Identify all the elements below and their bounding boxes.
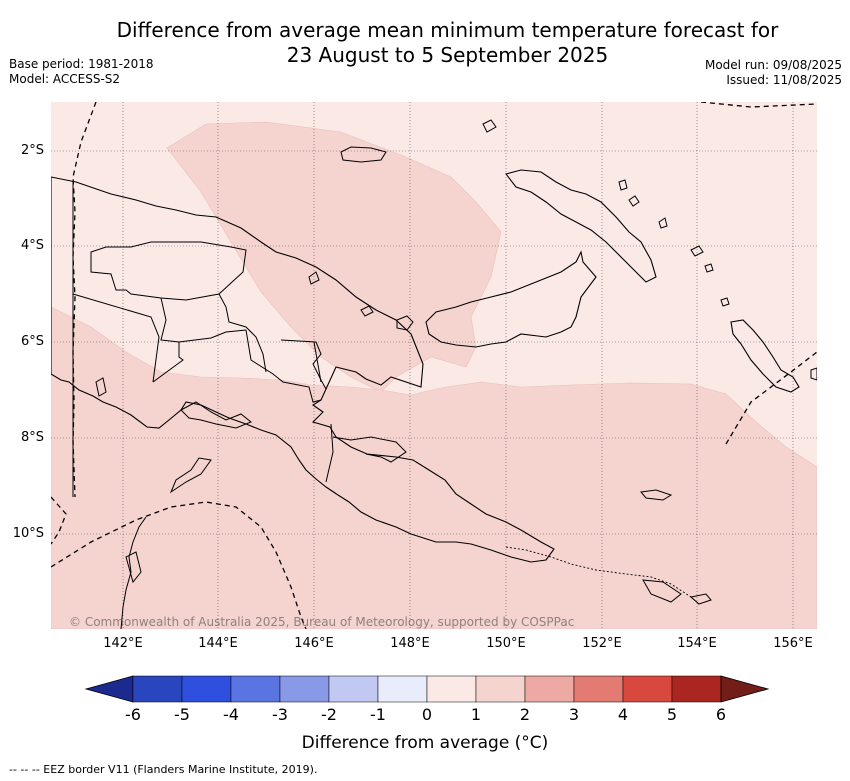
- lat-label-10s: 10°S: [12, 526, 44, 541]
- manus-island-coastline: [340, 146, 387, 163]
- colorbar-tick-label: 5: [666, 705, 678, 724]
- map-title: Difference from average mean minimum tem…: [60, 18, 835, 68]
- colorbar: [84, 675, 770, 703]
- meta-left: Base period: 1981-2018 Model: ACCESS-S2: [9, 57, 154, 87]
- colorbar-arrow-low: [84, 675, 134, 703]
- colorbar-title: Difference from average (°C): [301, 733, 549, 753]
- colorbar-tick-label: -3: [272, 705, 288, 724]
- bougainville-coastline: [730, 319, 800, 393]
- map-svg: [51, 102, 817, 629]
- lat-label-6s: 6°S: [20, 334, 44, 349]
- colorbar-tick-label: -4: [223, 705, 239, 724]
- lat-label-4s: 4°S: [20, 238, 44, 253]
- colorbar-tick-label: 6: [715, 705, 727, 724]
- anomaly-region-1-2-south: [51, 306, 817, 629]
- louisiade-archipelago-coastline: [505, 546, 692, 598]
- colorbar-segment: [132, 675, 183, 703]
- model-run: Model run: 09/08/2025: [704, 58, 842, 72]
- colorbar-tick-label: 0: [421, 705, 433, 724]
- colorbar-segment: [573, 675, 624, 703]
- colorbar-tick-label: 1: [470, 705, 482, 724]
- colorbar-segment: [181, 675, 232, 703]
- province-borders: [72, 182, 407, 497]
- lat-label-8s: 8°S: [20, 430, 44, 445]
- new-guinea-coastline: [51, 176, 555, 563]
- eez-borders: [51, 102, 817, 629]
- lon-label-144e: 144°E: [198, 636, 238, 651]
- colorbar-segment: [328, 675, 379, 703]
- new-britain-coastline: [425, 250, 597, 348]
- cape-york-coastline: [120, 516, 147, 629]
- model-name: Model: ACCESS-S2: [9, 72, 121, 86]
- title-line-1: Difference from average mean minimum tem…: [116, 18, 779, 42]
- anomaly-region-1-2-north: [166, 121, 502, 393]
- colorbar-tick-label: 4: [617, 705, 629, 724]
- issued-date: Issued: 11/08/2025: [726, 73, 842, 87]
- colorbar-segment: [524, 675, 575, 703]
- map-panel: [51, 102, 817, 629]
- colorbar-arrow-high: [720, 675, 770, 703]
- colorbar-tick-label: -5: [174, 705, 190, 724]
- colorbar-segment: [426, 675, 477, 703]
- colorbar-segment: [377, 675, 428, 703]
- colorbar-tick-label: -6: [125, 705, 141, 724]
- lon-label-148e: 148°E: [390, 636, 430, 651]
- colorbar-segment: [230, 675, 281, 703]
- colorbar-segment: [622, 675, 673, 703]
- colorbar-tick-label: -1: [370, 705, 386, 724]
- lat-label-2s: 2°S: [20, 143, 44, 158]
- lon-label-142e: 142°E: [103, 636, 143, 651]
- colorbar-segment: [475, 675, 526, 703]
- eez-footnote: -- -- -- EEZ border V11 (Flanders Marine…: [9, 763, 318, 776]
- colorbar-tick-label: 2: [519, 705, 531, 724]
- base-period: Base period: 1981-2018: [9, 57, 154, 71]
- colorbar-tick-label: -2: [321, 705, 337, 724]
- title-line-2: 23 August to 5 September 2025: [286, 43, 609, 67]
- colorbar-segment: [671, 675, 722, 703]
- lon-label-156e: 156°E: [773, 636, 813, 651]
- graticule: [51, 102, 817, 629]
- lon-label-152e: 152°E: [582, 636, 622, 651]
- meta-right: Model run: 09/08/2025 Issued: 11/08/2025: [705, 58, 842, 88]
- lon-label-146e: 146°E: [294, 636, 334, 651]
- lon-label-154e: 154°E: [677, 636, 717, 651]
- colorbar-tick-label: 3: [568, 705, 580, 724]
- lon-label-150e: 150°E: [486, 636, 526, 651]
- copyright-notice: © Commonwealth of Australia 2025, Bureau…: [69, 615, 575, 629]
- colorbar-segment: [279, 675, 330, 703]
- new-ireland-coastline: [505, 169, 657, 283]
